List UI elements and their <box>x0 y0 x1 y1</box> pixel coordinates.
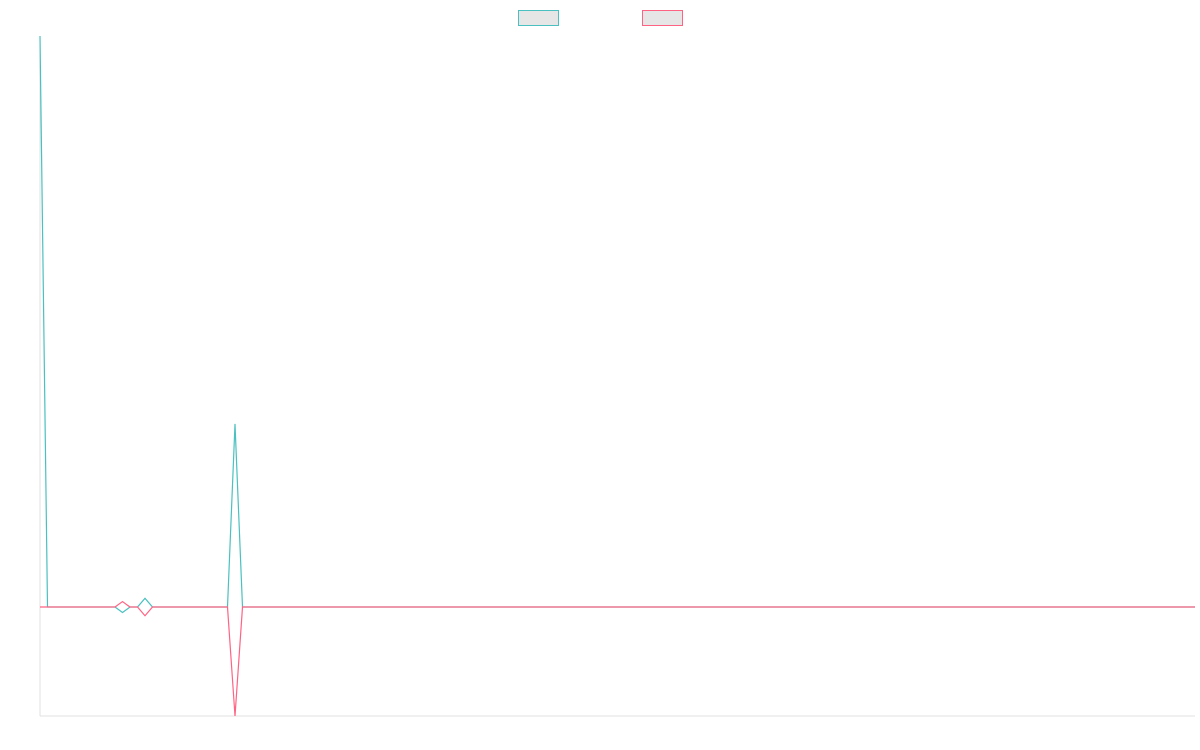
series-line <box>39 35 1195 614</box>
legend-swatch <box>518 10 559 26</box>
series-line <box>40 600 1195 717</box>
legend-swatch <box>642 10 683 26</box>
